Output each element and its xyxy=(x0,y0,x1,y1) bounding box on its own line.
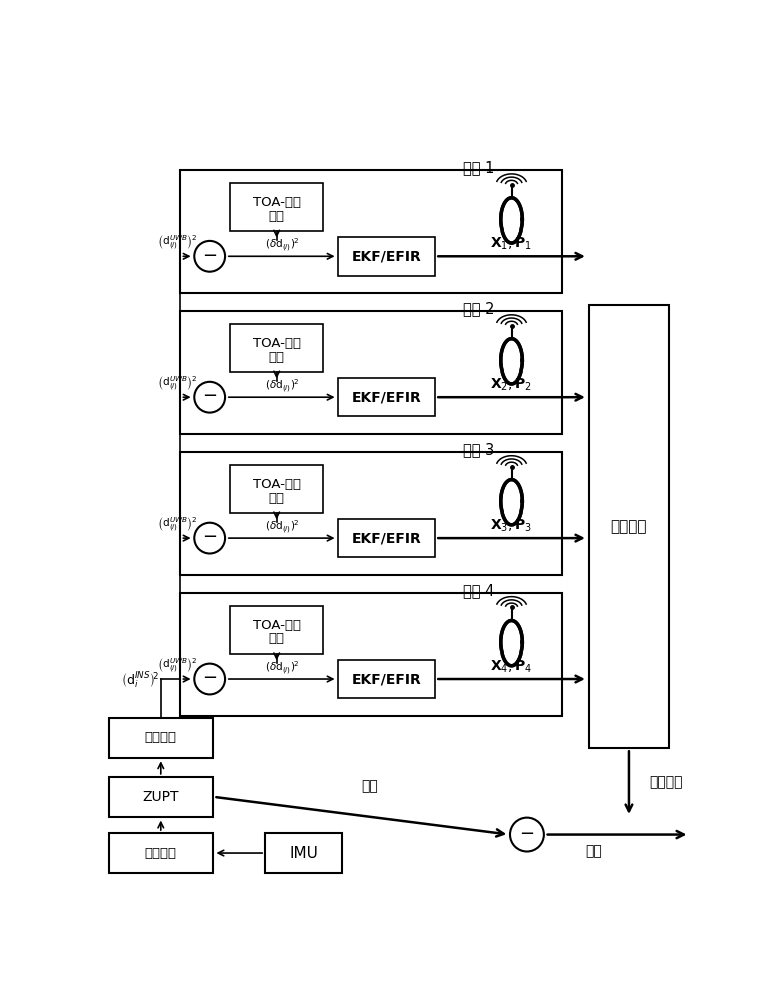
FancyBboxPatch shape xyxy=(180,311,562,434)
Text: 信道 1: 信道 1 xyxy=(462,160,494,175)
Text: TOA-距离: TOA-距离 xyxy=(253,196,301,209)
Circle shape xyxy=(194,523,225,554)
Text: −: − xyxy=(202,528,217,546)
Text: 信道 3: 信道 3 xyxy=(463,442,494,457)
Text: EKF/EFIR: EKF/EFIR xyxy=(351,390,421,404)
Text: −: − xyxy=(202,247,217,265)
Text: EKF/EFIR: EKF/EFIR xyxy=(351,249,421,263)
Text: −: − xyxy=(202,387,217,405)
FancyBboxPatch shape xyxy=(230,183,323,231)
Text: 导航解算: 导航解算 xyxy=(144,847,177,860)
FancyBboxPatch shape xyxy=(230,324,323,372)
Text: TOA-距离: TOA-距离 xyxy=(253,337,301,350)
FancyBboxPatch shape xyxy=(589,305,669,748)
FancyBboxPatch shape xyxy=(180,593,562,716)
Circle shape xyxy=(510,818,544,852)
Text: $\left(\delta \mathrm{d}_{(i)}\right)^{\!2}$: $\left(\delta \mathrm{d}_{(i)}\right)^{\… xyxy=(265,378,298,395)
Text: −: − xyxy=(202,669,217,687)
Text: $\left(\mathrm{d}_i^{INS}\right)^{\!2}$: $\left(\mathrm{d}_i^{INS}\right)^{\!2}$ xyxy=(121,670,159,691)
Text: $\left(\delta \mathrm{d}_{(i)}\right)^{\!2}$: $\left(\delta \mathrm{d}_{(i)}\right)^{\… xyxy=(265,519,298,536)
Polygon shape xyxy=(501,198,522,243)
Text: 模型: 模型 xyxy=(269,351,285,364)
Text: $\left(\mathrm{d}_{(i)}^{UWB}\right)^{\!2}$: $\left(\mathrm{d}_{(i)}^{UWB}\right)^{\!… xyxy=(158,375,198,393)
Polygon shape xyxy=(501,339,522,384)
Text: 信道 2: 信道 2 xyxy=(462,301,494,316)
Text: EKF/EFIR: EKF/EFIR xyxy=(351,672,421,686)
Text: 伪距计算: 伪距计算 xyxy=(144,731,177,744)
Text: $\left(\mathrm{d}_{(i)}^{UWB}\right)^{\!2}$: $\left(\mathrm{d}_{(i)}^{UWB}\right)^{\!… xyxy=(158,234,198,252)
Text: TOA-距离: TOA-距离 xyxy=(253,619,301,632)
Text: ZUPT: ZUPT xyxy=(143,790,179,804)
FancyBboxPatch shape xyxy=(338,660,434,698)
FancyBboxPatch shape xyxy=(109,833,212,873)
Text: 模型: 模型 xyxy=(269,210,285,223)
FancyBboxPatch shape xyxy=(109,718,212,758)
Text: $\left(\mathrm{d}_{(i)}^{UWB}\right)^{\!2}$: $\left(\mathrm{d}_{(i)}^{UWB}\right)^{\!… xyxy=(158,516,198,534)
Text: 模型: 模型 xyxy=(269,632,285,645)
FancyBboxPatch shape xyxy=(230,606,323,654)
Text: $\left(\mathrm{d}_{(i)}^{UWB}\right)^{\!2}$: $\left(\mathrm{d}_{(i)}^{UWB}\right)^{\!… xyxy=(158,657,198,675)
Text: $\mathbf{X}_2,\mathbf{P}_2$: $\mathbf{X}_2,\mathbf{P}_2$ xyxy=(490,377,533,393)
FancyBboxPatch shape xyxy=(180,452,562,575)
Text: 位置: 位置 xyxy=(586,844,602,858)
Text: TOA-距离: TOA-距离 xyxy=(253,478,301,491)
FancyBboxPatch shape xyxy=(180,170,562,293)
FancyBboxPatch shape xyxy=(338,519,434,557)
FancyBboxPatch shape xyxy=(338,237,434,276)
Text: 位置: 位置 xyxy=(362,779,378,793)
Text: 信道 4: 信道 4 xyxy=(462,583,494,598)
Circle shape xyxy=(194,382,225,413)
Circle shape xyxy=(194,241,225,272)
Text: EKF/EFIR: EKF/EFIR xyxy=(351,531,421,545)
Text: IMU: IMU xyxy=(289,846,318,861)
Text: $\mathbf{X}_1,\mathbf{P}_1$: $\mathbf{X}_1,\mathbf{P}_1$ xyxy=(490,236,533,252)
Text: $\mathbf{X}_4,\mathbf{P}_4$: $\mathbf{X}_4,\mathbf{P}_4$ xyxy=(490,658,533,675)
Text: 主滤波器: 主滤波器 xyxy=(611,519,647,534)
FancyBboxPatch shape xyxy=(338,378,434,416)
Text: $\left(\delta \mathrm{d}_{(i)}\right)^{\!2}$: $\left(\delta \mathrm{d}_{(i)}\right)^{\… xyxy=(265,660,298,677)
Circle shape xyxy=(194,664,225,694)
FancyBboxPatch shape xyxy=(109,777,212,817)
Text: 位置误差: 位置误差 xyxy=(649,776,683,790)
Polygon shape xyxy=(501,480,522,525)
Text: 模型: 模型 xyxy=(269,492,285,505)
Polygon shape xyxy=(501,621,522,666)
Text: $\left(\delta \mathrm{d}_{(i)}\right)^{\!2}$: $\left(\delta \mathrm{d}_{(i)}\right)^{\… xyxy=(265,237,298,254)
FancyBboxPatch shape xyxy=(265,833,342,873)
FancyBboxPatch shape xyxy=(230,465,323,513)
Text: −: − xyxy=(519,825,534,843)
Text: $\mathbf{X}_3,\mathbf{P}_3$: $\mathbf{X}_3,\mathbf{P}_3$ xyxy=(490,518,533,534)
